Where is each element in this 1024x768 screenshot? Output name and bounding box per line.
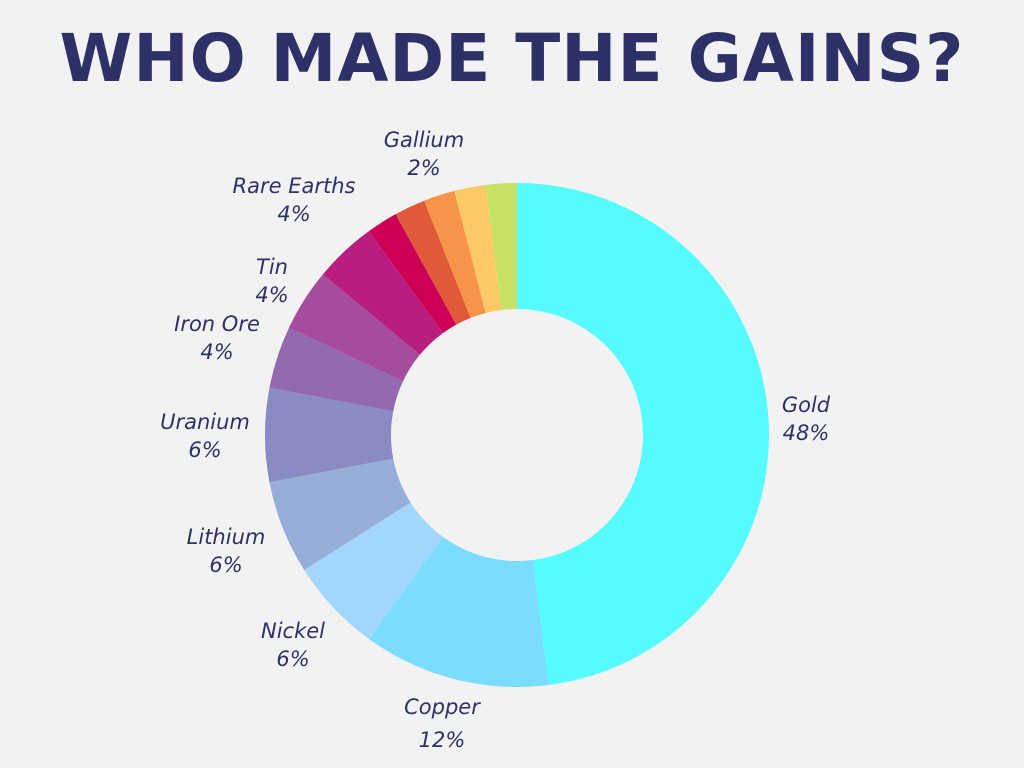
slice-segment-11 <box>424 190 486 318</box>
label-tin-value: 4% <box>255 283 288 307</box>
label-copper-value: 12% <box>419 728 466 752</box>
slice-gallium <box>485 183 517 310</box>
label-nickel-name: Nickel <box>261 619 325 643</box>
slice-copper <box>368 536 549 687</box>
slice-gold <box>517 183 769 686</box>
label-gold-value: 48% <box>783 421 830 445</box>
label-iron-ore-value: 4% <box>200 340 233 364</box>
slice-segment-10 <box>395 200 471 325</box>
label-gallium-value: 2% <box>407 156 440 180</box>
label-uranium-value: 6% <box>188 438 221 462</box>
label-rare-earths-name: Rare Earths <box>233 174 356 198</box>
slice-uranium <box>265 387 394 483</box>
donut-slices <box>265 183 769 687</box>
label-lithium-value: 6% <box>209 553 242 577</box>
chart-title: WHO MADE THE GAINS? <box>59 20 965 97</box>
slice-segment-12 <box>454 184 502 313</box>
label-nickel-value: 6% <box>276 647 309 671</box>
slice-tin <box>288 274 420 382</box>
label-uranium-name: Uranium <box>160 410 250 434</box>
label-copper-name: Copper <box>404 695 481 719</box>
label-rare-earths-value: 4% <box>277 202 310 226</box>
label-iron-ore-name: Iron Ore <box>174 312 260 336</box>
slice-labels: Gold 48% Copper 12% Nickel 6% Lithium 6%… <box>160 128 831 752</box>
label-gallium-name: Gallium <box>384 128 464 152</box>
slice-iron-ore <box>269 327 403 412</box>
slice-nickel <box>304 502 443 639</box>
slice-lithium <box>269 458 411 571</box>
label-lithium-name: Lithium <box>187 525 266 549</box>
label-tin-name: Tin <box>256 255 288 279</box>
slice-segment-9 <box>368 214 457 334</box>
slice-rare-earths <box>322 231 443 355</box>
label-gold-name: Gold <box>782 393 831 417</box>
